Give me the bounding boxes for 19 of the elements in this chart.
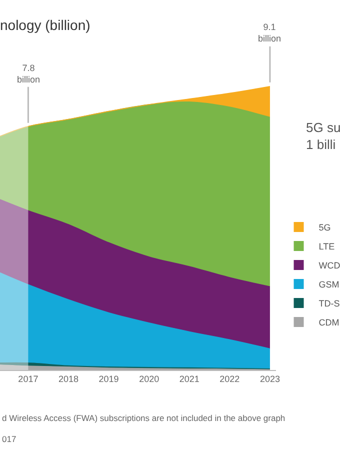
annotation: 7.8 billion (17, 63, 40, 85)
x-tick-label: 2022 (220, 374, 240, 384)
legend-label: GSM (318, 279, 340, 290)
x-tick-label: 2019 (98, 374, 119, 384)
legend-label: 5G (318, 222, 331, 232)
annotation: 9.1 billion (258, 22, 282, 44)
chart-title: nology (billion) (0, 16, 90, 33)
legend-label: LTE (318, 241, 335, 252)
x-tick-label: 2018 (58, 374, 79, 384)
x-tick-label: 2021 (179, 374, 200, 384)
x-tick-label: 2020 (139, 374, 160, 384)
x-tick-label: 2023 (260, 374, 280, 384)
text: 5G su 1 billi (306, 120, 340, 152)
legend-label: TD-S (318, 298, 340, 308)
x-tick-label: 2017 (18, 374, 38, 384)
legend-label: WCD (318, 260, 340, 270)
legend-label: CDM (318, 317, 340, 328)
text: 017 (2, 434, 16, 444)
text: d Wireless Access (FWA) subscriptions are not included in the above graph (2, 413, 286, 423)
